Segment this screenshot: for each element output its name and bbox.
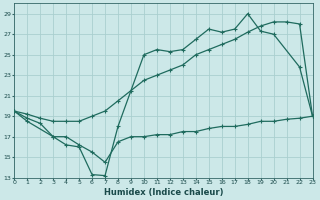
X-axis label: Humidex (Indice chaleur): Humidex (Indice chaleur) <box>104 188 223 197</box>
